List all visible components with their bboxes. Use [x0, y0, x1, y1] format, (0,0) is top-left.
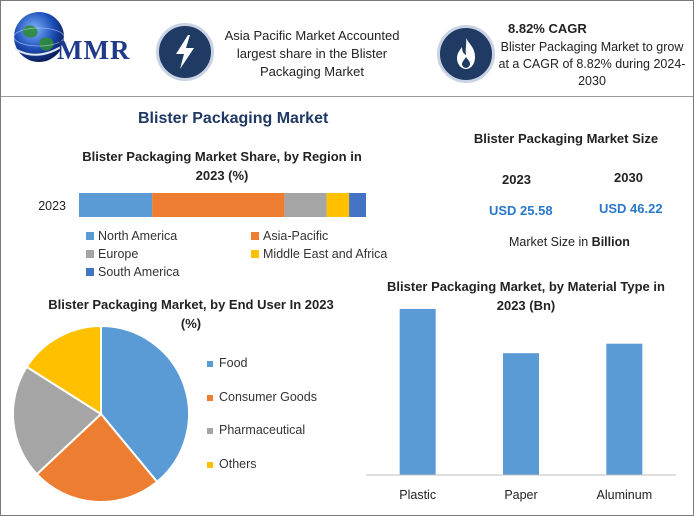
region-segment-1	[152, 193, 285, 217]
size-year-2023: 2023	[502, 172, 531, 187]
region-segment-0	[79, 193, 153, 217]
legend-swatch	[207, 394, 213, 401]
logo-text: MMR	[57, 35, 131, 65]
enduser-pie	[12, 324, 190, 503]
card1-text: Asia Pacific Market Accounted largest sh…	[224, 28, 400, 79]
pie-slice-food	[100, 324, 190, 484]
legend-swatch	[207, 428, 213, 434]
header-banner: MMR Asia Pacific Market Accounted larges…	[1, 1, 693, 97]
enduser-chart-title: Blister Packaging Market, by End User In…	[48, 297, 334, 331]
material-chart-title: Blister Packaging Market, by Material Ty…	[387, 279, 665, 313]
enduser-legend-item: Others	[207, 457, 257, 471]
card2-text: Blister Packaging Market to grow at a CA…	[498, 40, 686, 88]
header-divider	[1, 96, 693, 97]
legend-label: Others	[219, 456, 257, 471]
region-legend-item: South America	[86, 265, 179, 279]
size-year-2030: 2030	[614, 170, 643, 185]
region-chart-title: Blister Packaging Market Share, by Regio…	[82, 149, 362, 183]
legend-swatch	[86, 250, 94, 258]
legend-swatch	[207, 361, 213, 367]
card2-icon-circle	[437, 25, 495, 83]
pie-slice-consumer-goods	[35, 412, 159, 503]
legend-swatch	[251, 232, 259, 240]
material-bar-plastic	[399, 308, 436, 475]
legend-label: North America	[98, 229, 178, 243]
enduser-legend-item: Pharmaceutical	[207, 423, 305, 437]
enduser-legend-item: Consumer Goods	[207, 390, 317, 404]
size-note-prefix: Market Size in	[509, 235, 592, 249]
size-value-2030: USD 46.22	[599, 201, 663, 216]
region-category-label: 2023	[38, 199, 66, 213]
region-segment-3	[326, 193, 350, 217]
card1-icon-circle	[156, 23, 214, 81]
size-value-2023: USD 25.58	[489, 203, 553, 218]
legend-label: South America	[98, 265, 180, 279]
main-title: Blister Packaging Market	[138, 110, 329, 127]
material-tick-label: Paper	[504, 488, 537, 502]
size-note-unit: Billion	[591, 235, 630, 249]
region-legend-item: North America	[86, 229, 177, 243]
legend-label: Consumer Goods	[219, 389, 317, 404]
region-legend-item: Europe	[86, 247, 138, 261]
region-segment-4	[349, 193, 366, 217]
legend-label: Pharmaceutical	[219, 423, 306, 437]
legend-swatch	[251, 250, 259, 258]
legend-swatch	[86, 268, 94, 276]
size-title: Blister Packaging Market Size	[473, 131, 659, 146]
legend-swatch	[86, 232, 94, 240]
flame-icon	[457, 38, 475, 69]
pie-slice-others	[25, 324, 102, 416]
pie-slice-pharmaceutical	[12, 365, 103, 476]
legend-label: Food	[219, 356, 248, 370]
region-chart: 2023 North America Asia-Pacific Europe Midd…	[1, 181, 401, 281]
enduser-legend-item: Food	[207, 356, 248, 370]
region-legend-item: Middle East and Africa	[251, 247, 387, 261]
material-bar-paper	[503, 353, 539, 475]
size-note: Market Size in Billion	[509, 235, 630, 249]
region-stacked-bar: 2023	[38, 193, 366, 217]
material-bar-chart: Plastic Paper Aluminum	[366, 308, 676, 502]
region-legend-item: Asia-Pacific	[251, 229, 328, 243]
region-segment-2	[284, 193, 327, 217]
legend-label: Asia-Pacific	[263, 229, 329, 243]
globe-icon	[13, 12, 68, 62]
legend-label: Europe	[98, 247, 139, 261]
material-tick-label: Plastic	[399, 488, 436, 502]
material-bar-aluminum	[606, 343, 643, 475]
logo: MMR	[9, 9, 139, 79]
lightning-icon	[176, 35, 194, 69]
cagr-title: 8.82% CAGR	[508, 21, 587, 36]
legend-swatch	[207, 461, 213, 468]
material-tick-label: Aluminum	[597, 488, 653, 502]
legend-label: Middle East and Africa	[263, 247, 388, 261]
